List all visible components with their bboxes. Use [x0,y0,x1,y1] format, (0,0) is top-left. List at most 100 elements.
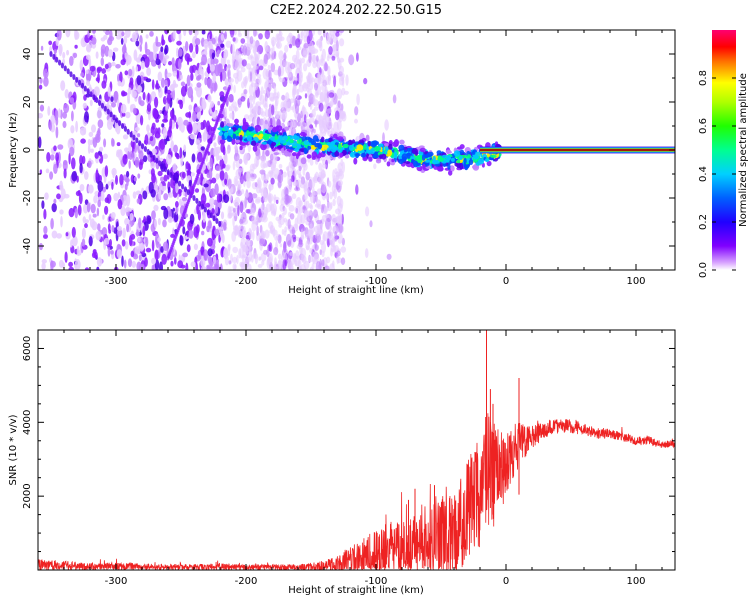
signal-blob [241,124,248,130]
signal-blob [234,118,239,124]
noise-speckle [182,235,188,240]
noise-speckle [200,146,205,151]
noise-speckle [154,218,157,229]
noise-speckle [40,45,44,51]
noise-speckle [339,109,344,119]
noise-speckle [101,80,107,89]
noise-speckle [302,120,308,127]
noise-speckle [87,138,91,146]
noise-streak [112,114,116,121]
noise-speckle [268,103,272,109]
x-tick-label: -300 [105,276,128,287]
noise-speckle [210,101,215,108]
noise-speckle [305,171,310,181]
noise-speckle [172,79,177,88]
noise-speckle [177,189,181,195]
noise-speckle [59,209,64,215]
noise-speckle [126,170,130,178]
noise-speckle [317,30,322,36]
noise-speckle [195,262,198,270]
noise-speckle [146,103,152,112]
noise-speckle [111,181,114,190]
noise-speckle [239,201,244,214]
noise-speckle [280,197,286,207]
noise-speckle [111,61,116,67]
noise-speckle [224,178,228,185]
noise-speckle [228,105,232,112]
noise-speckle [234,212,238,222]
noise-speckle [69,97,75,104]
noise-speckle [86,54,91,60]
noise-speckle [204,77,208,86]
noise-speckle [120,103,127,114]
signal-blob [279,132,283,136]
noise-speckle [207,94,212,103]
noise-speckle [337,232,343,244]
noise-streak [118,120,122,127]
noise-speckle [256,225,259,236]
noise-speckle [190,261,196,268]
noise-speckle [334,110,340,121]
noise-speckle [284,44,289,53]
noise-speckle [340,76,344,82]
noise-speckle [277,260,283,269]
signal-blob [413,160,419,168]
noise-speckle [132,107,137,115]
noise-speckle [202,211,206,223]
noise-speckle [223,52,227,65]
noise-speckle [213,142,217,147]
noise-speckle [209,157,213,168]
noise-speckle [135,127,140,131]
noise-speckle [185,41,189,52]
noise-speckle [335,31,340,37]
noise-speckle [317,71,322,84]
noise-speckle [196,82,202,88]
noise-streak [186,189,190,196]
signal-blob [359,150,365,154]
noise-speckle [231,51,237,59]
noise-streak [228,84,232,90]
noise-speckle [217,155,223,161]
signal-blob [237,127,242,133]
noise-speckle [142,91,146,101]
noise-speckle [324,61,328,72]
noise-speckle [225,40,232,48]
noise-speckle [161,253,167,265]
signal-blob [289,139,294,144]
noise-speckle [285,101,292,113]
noise-speckle [213,146,218,157]
x-tick-label: 0 [503,576,509,587]
noise-speckle [115,175,118,185]
noise-speckle [100,37,106,42]
signal-blob [425,159,430,163]
noise-speckle [50,114,56,125]
noise-speckle [53,49,58,54]
signal-blob [388,143,393,151]
noise-speckle [313,120,320,125]
noise-speckle [55,126,59,139]
noise-speckle [291,121,296,128]
noise-speckle [60,188,66,200]
noise-speckle [82,102,88,109]
noise-speckle [295,59,302,71]
noise-streak [126,128,130,135]
noise-speckle [321,241,326,254]
noise-streak [178,180,182,187]
noise-speckle [270,162,277,171]
spectrogram-x-label: Height of straight line (km) [288,285,424,296]
noise-speckle [298,165,302,171]
signal-blob [356,144,364,151]
noise-speckle [245,235,250,240]
noise-speckle [128,160,131,169]
signal-blob [239,142,247,146]
noise-speckle [244,192,250,198]
noise-speckle [80,138,86,144]
noise-speckle [164,79,168,86]
noise-speckle [316,188,322,195]
noise-streak [55,56,59,63]
noise-speckle [183,30,187,36]
noise-speckle [133,49,138,61]
noise-speckle [88,131,94,138]
noise-speckle [149,31,154,37]
noise-streak [152,154,156,161]
